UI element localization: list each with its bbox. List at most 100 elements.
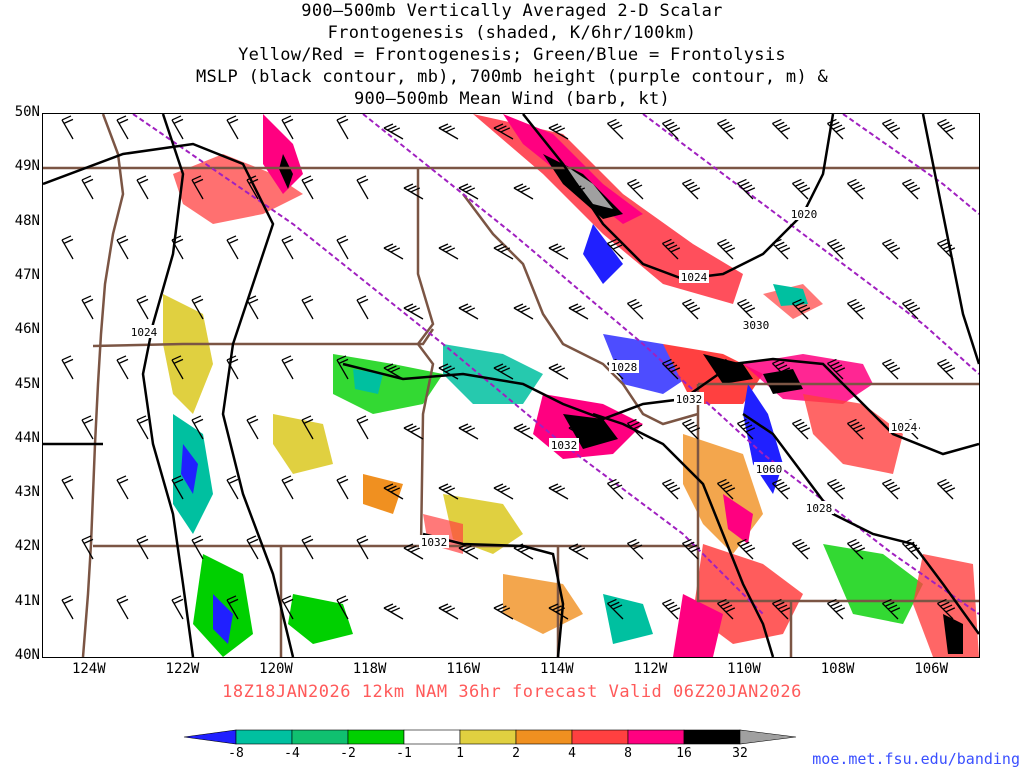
wind-barb [171,475,184,500]
wind-barb [301,535,314,560]
colorbar-segment [627,729,685,745]
lat-label: 45N [14,375,40,392]
wind-barb [136,535,149,560]
colorbar-segment [683,729,741,745]
wind-barb [771,598,791,620]
lon-label: 116W [446,661,481,677]
lat-label: 48N [14,212,40,229]
wind-barb [116,595,129,620]
wind-barb [81,415,94,440]
contour-label: 1028 [611,361,638,374]
wind-barb [661,598,681,620]
title-line-5: 900—500mb Mean Wind (barb, kt) [353,89,671,109]
lat-label: 46N [14,321,40,338]
wind-barb [136,175,149,200]
wind-barb [281,595,294,620]
wind-barb [771,118,791,140]
wind-barb [458,303,479,320]
wind-barb [606,598,624,620]
contour-label-bg [889,420,919,433]
wind-barb [568,183,589,200]
wind-barb [626,418,644,440]
contour-label: 1024 [131,326,158,339]
colorbar-segment [183,729,237,745]
wind-barb [513,303,534,320]
lon-label: 122W [165,661,200,677]
wind-barb [383,483,404,500]
wind-barb [171,355,184,380]
colorbar-segment [459,729,517,745]
wind-barb [356,175,369,200]
wind-barb [548,483,569,500]
wind-barb [568,303,589,320]
wind-barb [548,363,569,380]
wind-barb [61,355,74,380]
contour-label-bg [129,325,159,338]
wind-barb [513,543,534,560]
contour-label: 1032 [676,393,703,406]
lat-label: 42N [14,538,40,555]
wind-barb [548,123,569,140]
wind-barb [336,595,349,620]
contour-label: 1024 [681,271,708,284]
wind-barb [716,358,736,380]
wind-barb [661,238,681,260]
contour-label: 1032 [421,536,448,549]
wind-barb [493,483,514,500]
contour-label-bg [789,207,819,220]
contour-label-bg [609,360,639,373]
wind-barb [548,603,569,620]
contour-label: 1032 [551,439,578,452]
wind-barb [568,543,589,560]
wind-barb [881,358,901,380]
wind-barb [458,543,479,560]
wind-barb [301,175,314,200]
wind-barb [661,358,681,380]
wind-barb [438,483,459,500]
wind-barb [171,595,184,620]
wind-barb [356,535,369,560]
wind-barb [438,243,459,260]
wind-barb [336,115,349,140]
wind-barb [403,543,424,560]
frontogenesis-map: 1020 1024 1024 3030 1028 1032 1032 1024 1060 1028… [43,114,979,657]
wind-barb [116,475,129,500]
lat-label: 44N [14,429,40,446]
contour-label-bg [679,270,709,283]
wind-barb [403,303,424,320]
wind-barb [846,538,866,560]
wind-barb [936,358,956,380]
wind-barb [826,598,846,620]
contour-label-bg [754,462,784,475]
wind-barb [661,118,681,140]
wind-barb [383,603,404,620]
lat-label: 50N [14,104,40,120]
wind-barb [513,183,534,200]
contour-label: 1020 [791,208,818,221]
wind-barb [336,235,349,260]
wind-barb [171,115,184,140]
wind-barb [136,415,149,440]
wind-barb [438,363,459,380]
wind-barb [936,238,956,260]
wind-barb [736,178,756,200]
wind-barb [493,603,514,620]
contour-label: 1028 [806,502,833,515]
wind-barb [736,538,756,560]
lon-label: 120W [259,661,293,677]
contour-label-bg [419,535,449,548]
wind-barb [116,115,129,140]
colorbar-label: 32 [732,746,748,761]
wind-barb [826,478,846,500]
wind-barb [901,178,921,200]
wind-barb [356,295,369,320]
wind-barb [301,295,314,320]
wind-barb [246,295,259,320]
wind-barb [881,598,901,620]
wind-barb [458,183,479,200]
wind-barb [356,415,369,440]
wind-barb [281,235,294,260]
wind-barb [336,355,349,380]
wind-barb [191,535,204,560]
wind-barb [191,295,204,320]
